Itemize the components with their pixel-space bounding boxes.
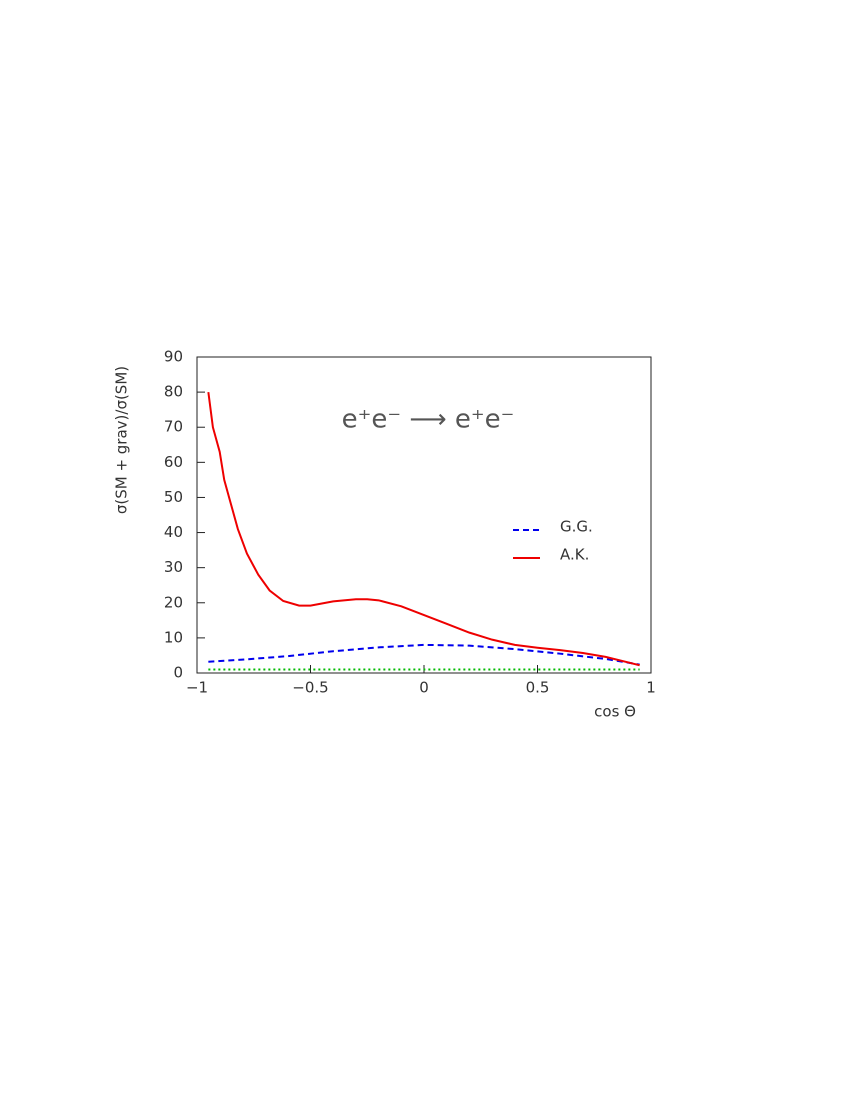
y-tick-label: 70 [164,418,183,436]
x-tick-label: 0.5 [526,679,550,697]
series-line [207,391,640,667]
x-axis-label: cos Θ [594,703,636,721]
series-line [208,643,640,666]
y-tick-label: 30 [164,558,183,576]
x-tick-label: 0 [419,679,429,697]
y-tick-label: 80 [164,383,183,401]
y-tick-label: 60 [164,453,183,471]
y-tick-label: 40 [164,523,183,541]
y-tick-label: 90 [164,348,183,366]
legend-label: G.G. [560,518,593,536]
x-tick-label: −1 [186,679,208,697]
y-tick-label: 10 [164,628,183,646]
legend-label: A.K. [560,546,589,564]
y-tick-label: 50 [164,488,183,506]
x-tick-label: 1 [646,679,656,697]
y-axis-label: σ(SM + grav)/σ(SM) [113,366,131,514]
x-tick-label: −0.5 [292,679,328,697]
annotation: e⁺e⁻ ⟶ e⁺e⁻ [342,405,515,435]
y-tick-label: 20 [164,593,183,611]
y-tick-label: 0 [173,664,183,682]
